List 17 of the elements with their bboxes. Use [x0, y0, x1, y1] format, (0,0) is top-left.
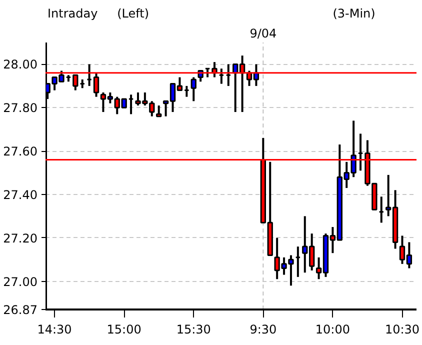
x-tick-label: 15:30 — [176, 322, 211, 336]
y-tick-label: 27.80 — [3, 101, 38, 116]
x-tick-label: 14:30 — [37, 322, 72, 336]
y-tick-label: 27.20 — [3, 231, 38, 246]
text: (Left) — [117, 6, 150, 21]
text: (3-Min) — [332, 6, 376, 21]
x-tick-label: 9:30 — [250, 322, 277, 336]
x-tick-label: 15:00 — [106, 322, 142, 336]
y-tick-label: 26.87 — [3, 303, 38, 317]
x-tick-label: 10:00 — [315, 322, 350, 336]
chart-title: Intraday — [48, 6, 98, 21]
x-tick-label: 10:30 — [384, 322, 420, 336]
y-tick-label: 27.00 — [3, 274, 38, 289]
ref-line-label: 9/04 — [250, 26, 277, 41]
y-tick-label: 27.60 — [3, 144, 38, 159]
y-tick-label: 28.00 — [3, 58, 38, 72]
y-tick-label: 27.40 — [3, 188, 38, 202]
